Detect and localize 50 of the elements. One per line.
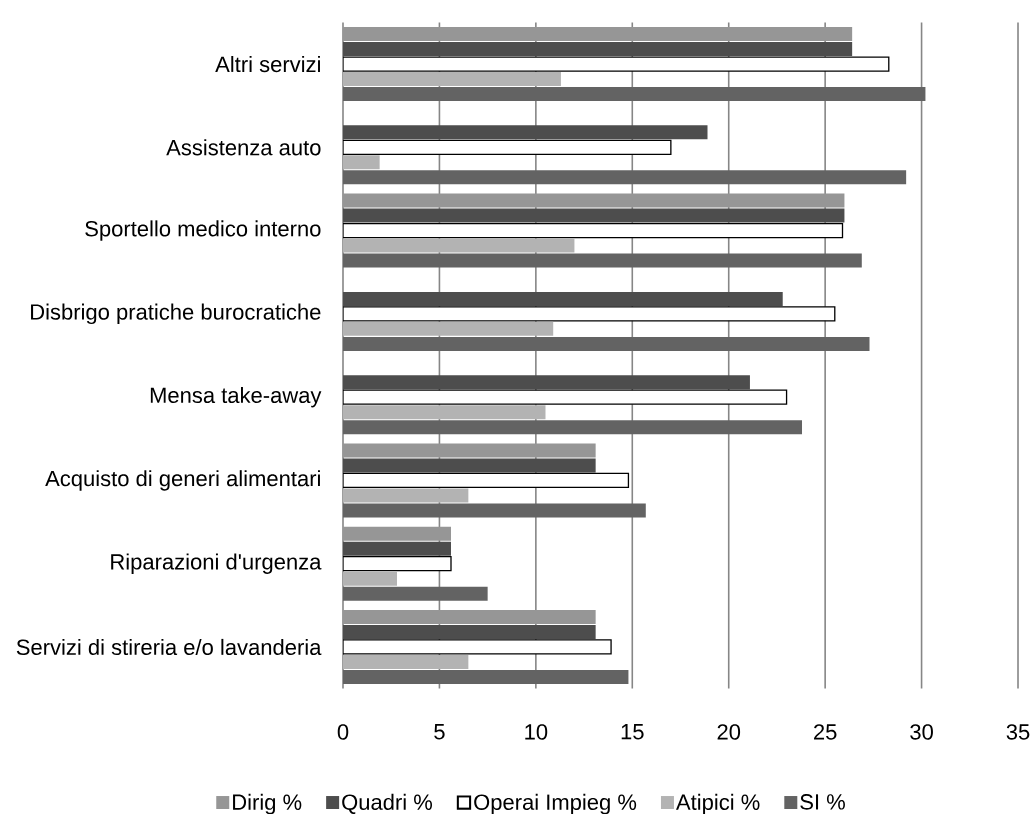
y-tick-label: Acquisto di generi alimentari — [45, 470, 320, 491]
bar — [343, 503, 646, 518]
legend-label: Quadri % — [342, 793, 433, 814]
bar — [343, 208, 845, 223]
bar — [343, 375, 750, 390]
bar — [343, 193, 845, 208]
y-tick-label: Altri servizi — [215, 55, 320, 73]
bar — [343, 541, 451, 556]
bar — [343, 72, 561, 87]
bar — [343, 155, 380, 170]
x-tick-label: 10 — [525, 724, 548, 740]
legend-label: Atipici % — [676, 793, 760, 814]
bar — [343, 571, 397, 586]
bar — [343, 336, 870, 351]
bar — [343, 291, 783, 306]
legend-label: Dirig % — [233, 793, 302, 814]
bar — [343, 87, 926, 102]
bar — [343, 624, 596, 639]
bar — [343, 609, 596, 624]
x-tick-label: 5 — [434, 724, 445, 740]
y-tick-label: Assistenza auto — [166, 139, 321, 156]
legend-label: Operai Impieg % — [474, 793, 637, 814]
y-tick-label: Servizi di stireria e/o lavanderia — [16, 638, 322, 656]
x-tick-label: 30 — [910, 724, 933, 740]
bar — [343, 586, 488, 601]
bar — [343, 405, 546, 420]
bar — [343, 420, 802, 435]
bar — [343, 253, 862, 268]
x-tick-label: 20 — [717, 724, 741, 740]
bar — [343, 42, 853, 57]
legend-label: SI % — [800, 794, 845, 810]
y-tick-label: Sportello medico interno — [85, 220, 321, 241]
bar — [343, 488, 469, 503]
y-tick-label: Mensa take-away — [150, 386, 322, 408]
x-tick-label: 25 — [814, 724, 837, 740]
y-tick-label: Disbrigo pratiche burocratiche — [31, 303, 321, 325]
bar — [343, 321, 554, 336]
x-tick-label: 15 — [621, 724, 644, 740]
x-tick-label: 35 — [1006, 724, 1030, 740]
bar — [343, 443, 596, 458]
bar — [343, 458, 596, 473]
bar — [343, 27, 853, 42]
bar — [343, 654, 469, 669]
bar — [343, 170, 907, 185]
bar — [343, 238, 575, 253]
y-tick-label: Riparazioni d'urgenza — [111, 553, 322, 574]
bar — [343, 125, 708, 140]
bar — [343, 526, 451, 541]
bar — [343, 669, 629, 684]
x-tick-label: 0 — [337, 724, 349, 740]
